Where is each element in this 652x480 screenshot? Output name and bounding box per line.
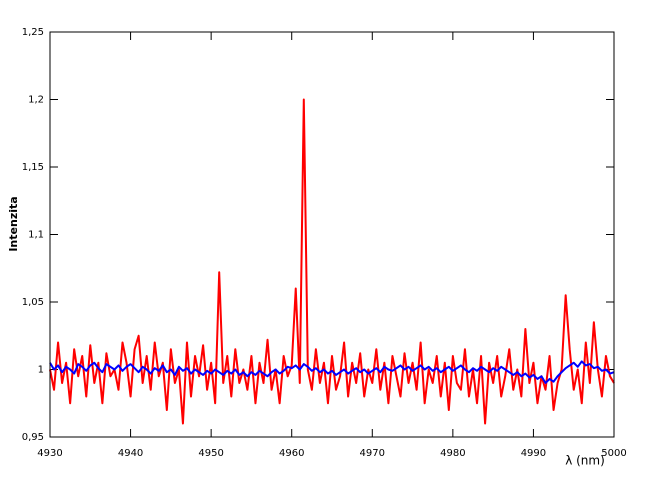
y-tick-label: 1,25 bbox=[22, 27, 44, 38]
x-tick-label: 4980 bbox=[440, 448, 465, 459]
y-tick-label: 1,05 bbox=[22, 297, 44, 308]
x-axis-label: λ (nm) bbox=[565, 454, 605, 468]
x-tick-label: 4930 bbox=[37, 448, 62, 459]
data-line bbox=[49, 360, 615, 384]
y-tick-label: 1,15 bbox=[22, 162, 44, 173]
x-tick-label: 4990 bbox=[521, 448, 546, 459]
x-tick-label: 4970 bbox=[360, 448, 385, 459]
y-tick-label: 1,2 bbox=[28, 95, 44, 106]
x-tick-label: 5000 bbox=[601, 448, 626, 459]
data-line bbox=[49, 98, 615, 425]
y-tick-label: 1,1 bbox=[28, 230, 44, 241]
plot-frame bbox=[49, 31, 615, 438]
y-tick-label: 0,95 bbox=[22, 432, 44, 443]
x-tick-label: 4960 bbox=[279, 448, 304, 459]
y-axis-label: Intenzita bbox=[7, 196, 20, 251]
x-tick-label: 4940 bbox=[118, 448, 143, 459]
x-tick-label: 4950 bbox=[198, 448, 223, 459]
y-tick-label: 1 bbox=[38, 365, 44, 376]
